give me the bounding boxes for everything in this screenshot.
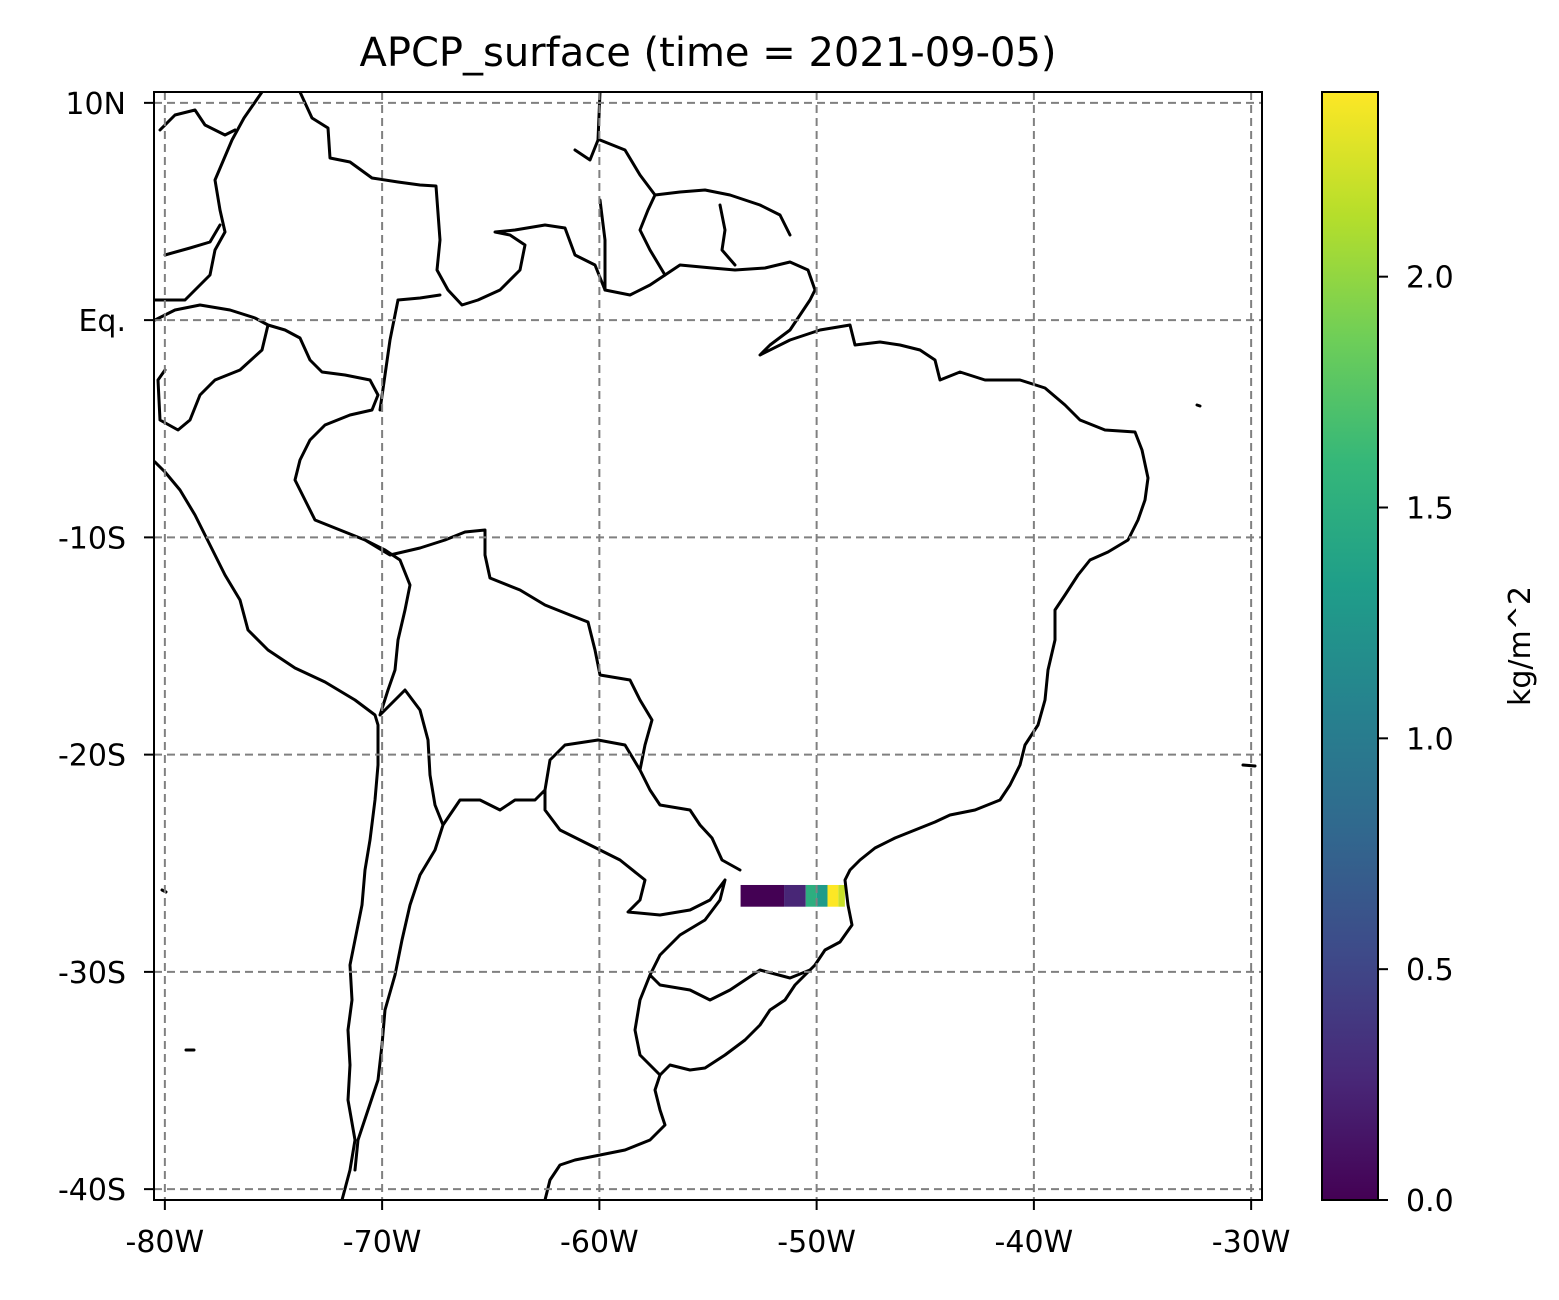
colorbar: 0.0 0.5 1.0 1.5 2.0 kg/m^2 <box>1321 91 1538 1219</box>
graticule <box>154 92 1262 1200</box>
south-america-coastline <box>154 92 1150 1200</box>
x-tick-label: -70W <box>343 1225 422 1260</box>
chart-title: APCP_surface (time = 2021-09-05) <box>359 30 1056 76</box>
y-tick-label: Eq. <box>78 304 126 339</box>
colorbar-tick-label: 1.5 <box>1406 492 1454 527</box>
colorbar-frame <box>1321 91 1379 1201</box>
small-islands <box>160 403 1257 1052</box>
x-tick-label: -80W <box>126 1225 205 1260</box>
x-tick-label: -60W <box>560 1225 639 1260</box>
precipitation-cells <box>740 884 845 907</box>
x-axis-ticks: -80W -70W -60W -50W -40W -30W <box>126 1200 1291 1260</box>
x-tick-label: -50W <box>777 1225 856 1260</box>
colorbar-label: kg/m^2 <box>1503 586 1538 706</box>
coastlines-and-borders <box>154 92 1257 1200</box>
x-tick-label: -30W <box>1212 1225 1291 1260</box>
y-tick-label: -20S <box>58 739 126 774</box>
colorbar-tick-label: 0.0 <box>1406 1184 1454 1219</box>
map-frame <box>153 91 1263 1201</box>
y-tick-label: -40S <box>58 1173 126 1208</box>
y-tick-label: -30S <box>58 956 126 991</box>
y-tick-label: 10N <box>65 87 126 122</box>
precip-cell <box>838 884 845 907</box>
precip-cell <box>827 884 839 907</box>
map-area <box>154 92 1262 1200</box>
country-borders <box>154 92 812 1172</box>
colorbar-gradient <box>1322 92 1378 1200</box>
y-axis-ticks: 10N Eq. -10S -20S -30S -40S <box>58 87 154 1208</box>
precip-cell <box>805 884 817 907</box>
colorbar-tick-label: 1.0 <box>1406 722 1454 757</box>
colorbar-ticks: 0.0 0.5 1.0 1.5 2.0 <box>1378 261 1454 1219</box>
precip-cell <box>784 884 806 907</box>
x-tick-label: -40W <box>995 1225 1074 1260</box>
colorbar-tick-label: 2.0 <box>1406 261 1454 296</box>
precip-cell <box>816 884 828 907</box>
colorbar-tick-label: 0.5 <box>1406 953 1454 988</box>
y-tick-label: -10S <box>58 521 126 556</box>
precip-cell <box>740 884 785 907</box>
